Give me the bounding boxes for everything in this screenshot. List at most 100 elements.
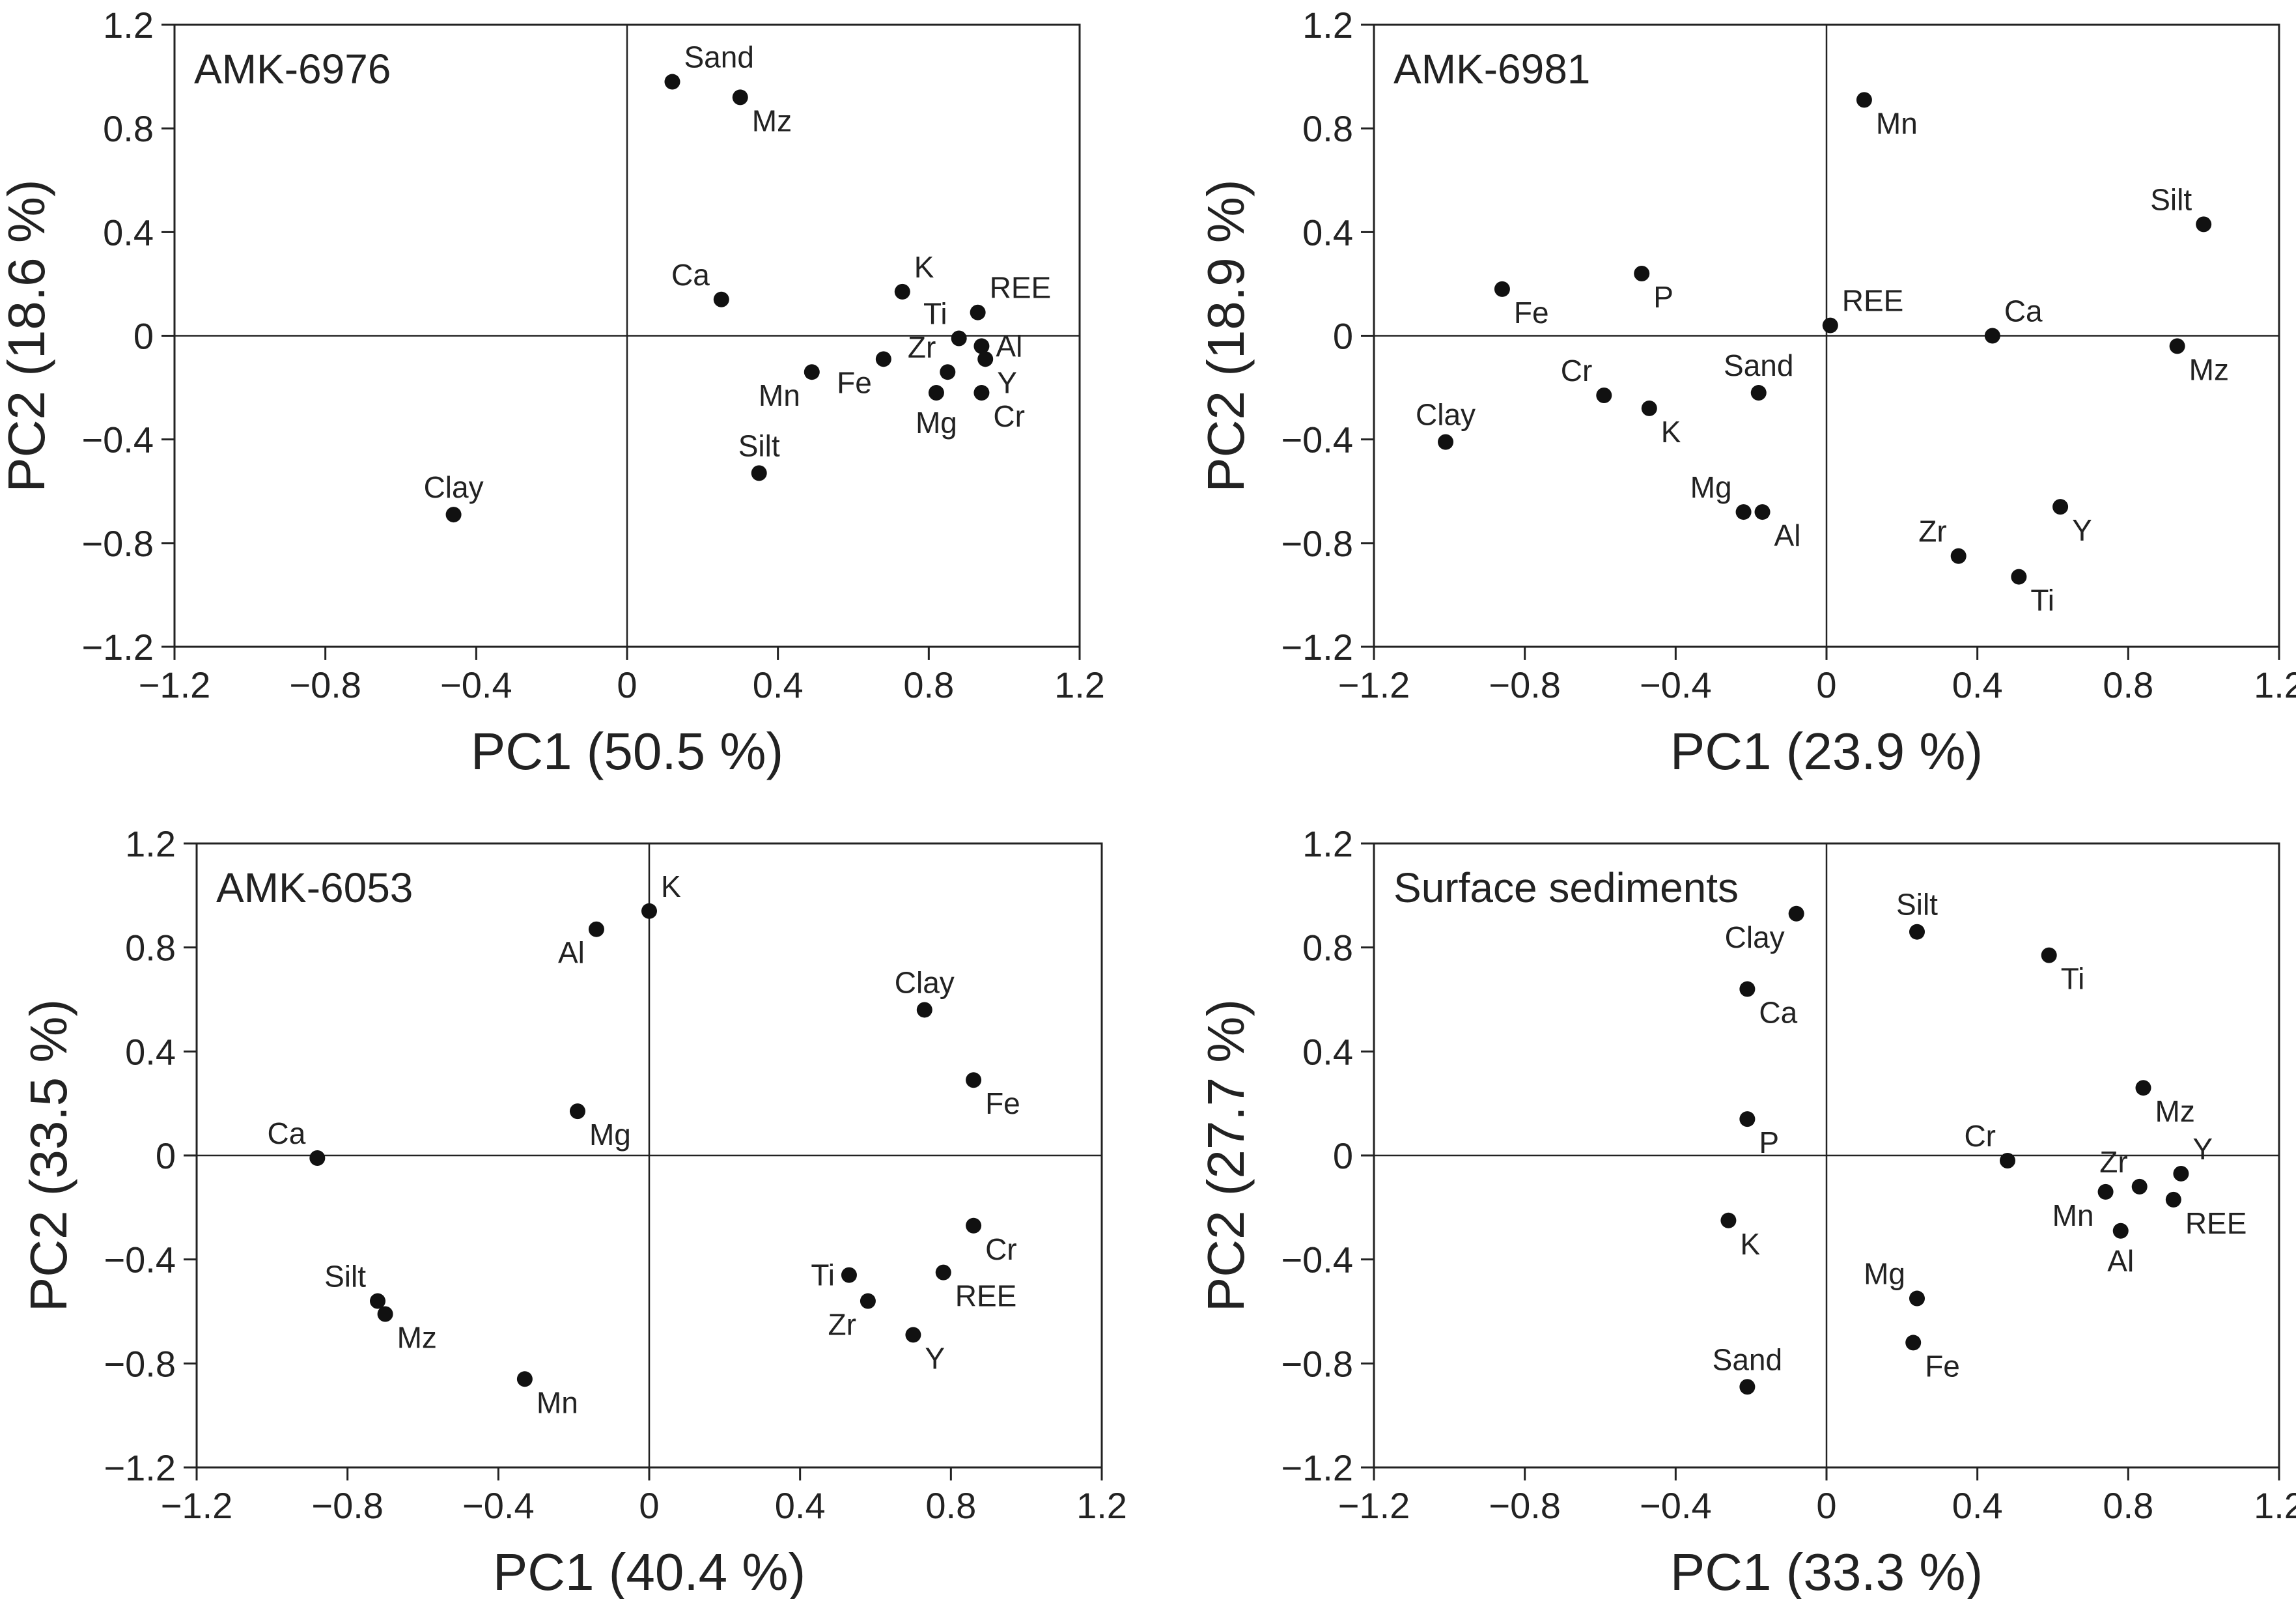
panel-title: AMK-6053 — [216, 864, 413, 911]
y-tick-label: −0.8 — [81, 523, 154, 564]
data-point-zr — [1950, 548, 1967, 564]
point-label: Mg — [916, 406, 957, 440]
data-point-mz — [2135, 1080, 2151, 1096]
point-label: Cr — [1561, 354, 1593, 388]
y-tick-label: 1.2 — [125, 823, 176, 864]
data-point-al — [2112, 1223, 2129, 1239]
x-tick-label: −0.4 — [440, 664, 512, 705]
point-label: Mz — [752, 104, 792, 137]
data-point-mz — [377, 1306, 393, 1322]
y-tick-label: 0 — [1333, 1135, 1353, 1176]
point-label: Silt — [1896, 888, 1938, 922]
x-tick-label: 0 — [1816, 1485, 1836, 1526]
pca-panel-2: −1.2 −0.8 −0.4 0 0.4 0.8 1.2 1.2 0.8 0.4 0 −0.4 −0.8… — [1197, 5, 2296, 780]
point-label: Al — [1774, 518, 1801, 552]
point-label: Silt — [324, 1260, 366, 1294]
point-label: Y — [2072, 513, 2092, 547]
pca-panel-3: −1.2 −0.8 −0.4 0 0.4 0.8 1.2 1.2 0.8 0.4 0 −0.4 −0.8… — [20, 823, 1127, 1599]
data-point-ca — [309, 1150, 326, 1166]
point-label: Clay — [1725, 920, 1785, 954]
point-label: Clay — [1416, 398, 1476, 432]
panel-title: Surface sediments — [1393, 864, 1739, 911]
y-tick-label: 1.2 — [1302, 823, 1353, 864]
x-tick-label: −0.8 — [1489, 1485, 1561, 1526]
x-tick-label: 0.4 — [753, 664, 804, 705]
point-label: Mn — [1876, 106, 1918, 140]
data-point-silt — [370, 1293, 385, 1309]
data-point-cr — [1596, 388, 1612, 404]
x-tick-label: 0.8 — [2103, 664, 2153, 705]
data-point-cr — [966, 1217, 982, 1234]
point-label: Mz — [397, 1320, 437, 1354]
point-label: K — [1740, 1227, 1760, 1261]
x-tick-label: −0.8 — [1489, 664, 1561, 705]
point-label: Y — [2192, 1132, 2213, 1166]
x-tick-label: 0.4 — [1952, 664, 2003, 705]
point-label: Mg — [1690, 470, 1732, 504]
data-point-ree — [1822, 317, 1838, 333]
point-label: Zr — [2099, 1145, 2127, 1179]
data-point-k — [894, 283, 910, 300]
y-axis-label: PC2 (27.7 %) — [1197, 999, 1255, 1312]
y-tick-label: −0.4 — [104, 1239, 176, 1281]
data-point-fe — [875, 351, 891, 367]
point-label: Mn — [2052, 1198, 2094, 1232]
point-label: Clay — [424, 470, 484, 504]
point-label: Mz — [2189, 352, 2229, 386]
x-tick-label: 1.2 — [1054, 664, 1105, 705]
data-point-clay — [1438, 434, 1454, 450]
data-point-y — [905, 1327, 921, 1343]
point-label: K — [1661, 415, 1681, 449]
point-label: Ca — [268, 1116, 306, 1150]
panel-title: AMK-6976 — [194, 46, 391, 92]
point-label: Ti — [2030, 584, 2054, 617]
y-tick-label: −0.4 — [81, 419, 154, 460]
y-tick-label: −1.2 — [1281, 1447, 1353, 1488]
data-point-ca — [1739, 981, 1756, 997]
x-tick-label: 0 — [617, 664, 637, 705]
data-point-mg — [928, 385, 944, 401]
data-point-mn — [2097, 1183, 2114, 1200]
data-point-mn — [804, 364, 820, 380]
data-point-k — [1720, 1212, 1737, 1228]
data-point-ca — [713, 291, 729, 307]
y-tick-label: −0.8 — [1281, 523, 1353, 564]
y-tick-label: 1.2 — [1302, 5, 1353, 46]
point-label: Silt — [2150, 182, 2192, 216]
data-point-p — [1634, 266, 1650, 281]
x-tick-label: 0.8 — [903, 664, 954, 705]
point-label: REE — [2185, 1206, 2247, 1240]
y-tick-label: 0.4 — [125, 1031, 176, 1072]
x-tick-label: 0 — [1816, 664, 1836, 705]
data-point-k — [641, 903, 657, 919]
x-tick-label: 1.2 — [2254, 664, 2296, 705]
data-point-mz — [732, 89, 748, 106]
data-point-al — [588, 921, 604, 937]
point-label: Al — [2107, 1244, 2134, 1278]
data-point-ree — [2165, 1191, 2181, 1208]
data-point-mg — [1735, 504, 1752, 520]
x-tick-label: −0.4 — [1640, 664, 1712, 705]
pca-panel-1: −1.2 −0.8 −0.4 0 0.4 0.8 1.2 1.2 0.8 0.4 0 −0.4 −0.8… — [0, 5, 1105, 780]
data-point-clay — [916, 1002, 932, 1018]
point-label: Zr — [908, 330, 936, 364]
x-tick-label: −0.4 — [462, 1485, 535, 1526]
point-label: Y — [997, 365, 1017, 399]
point-label: Sand — [1713, 1342, 1782, 1376]
y-tick-label: 0.4 — [1302, 212, 1353, 253]
x-axis-label: PC1 (50.5 %) — [471, 722, 783, 780]
point-label: Fe — [1514, 296, 1549, 330]
point-label: Ti — [2061, 962, 2085, 996]
data-point-mn — [1856, 92, 1872, 108]
point-label: REE — [990, 271, 1052, 305]
y-tick-label: 0 — [133, 316, 154, 357]
x-tick-label: −0.4 — [1640, 1485, 1712, 1526]
data-point-ree — [935, 1264, 951, 1281]
point-label: Ca — [2004, 294, 2043, 328]
x-tick-label: −1.2 — [161, 1485, 233, 1526]
y-tick-label: 0.8 — [1302, 108, 1353, 149]
y-tick-label: −0.4 — [1281, 1239, 1353, 1281]
y-tick-label: −1.2 — [104, 1447, 176, 1488]
point-label: P — [1653, 280, 1673, 314]
y-axis-label: PC2 (18.9 %) — [1197, 179, 1255, 492]
